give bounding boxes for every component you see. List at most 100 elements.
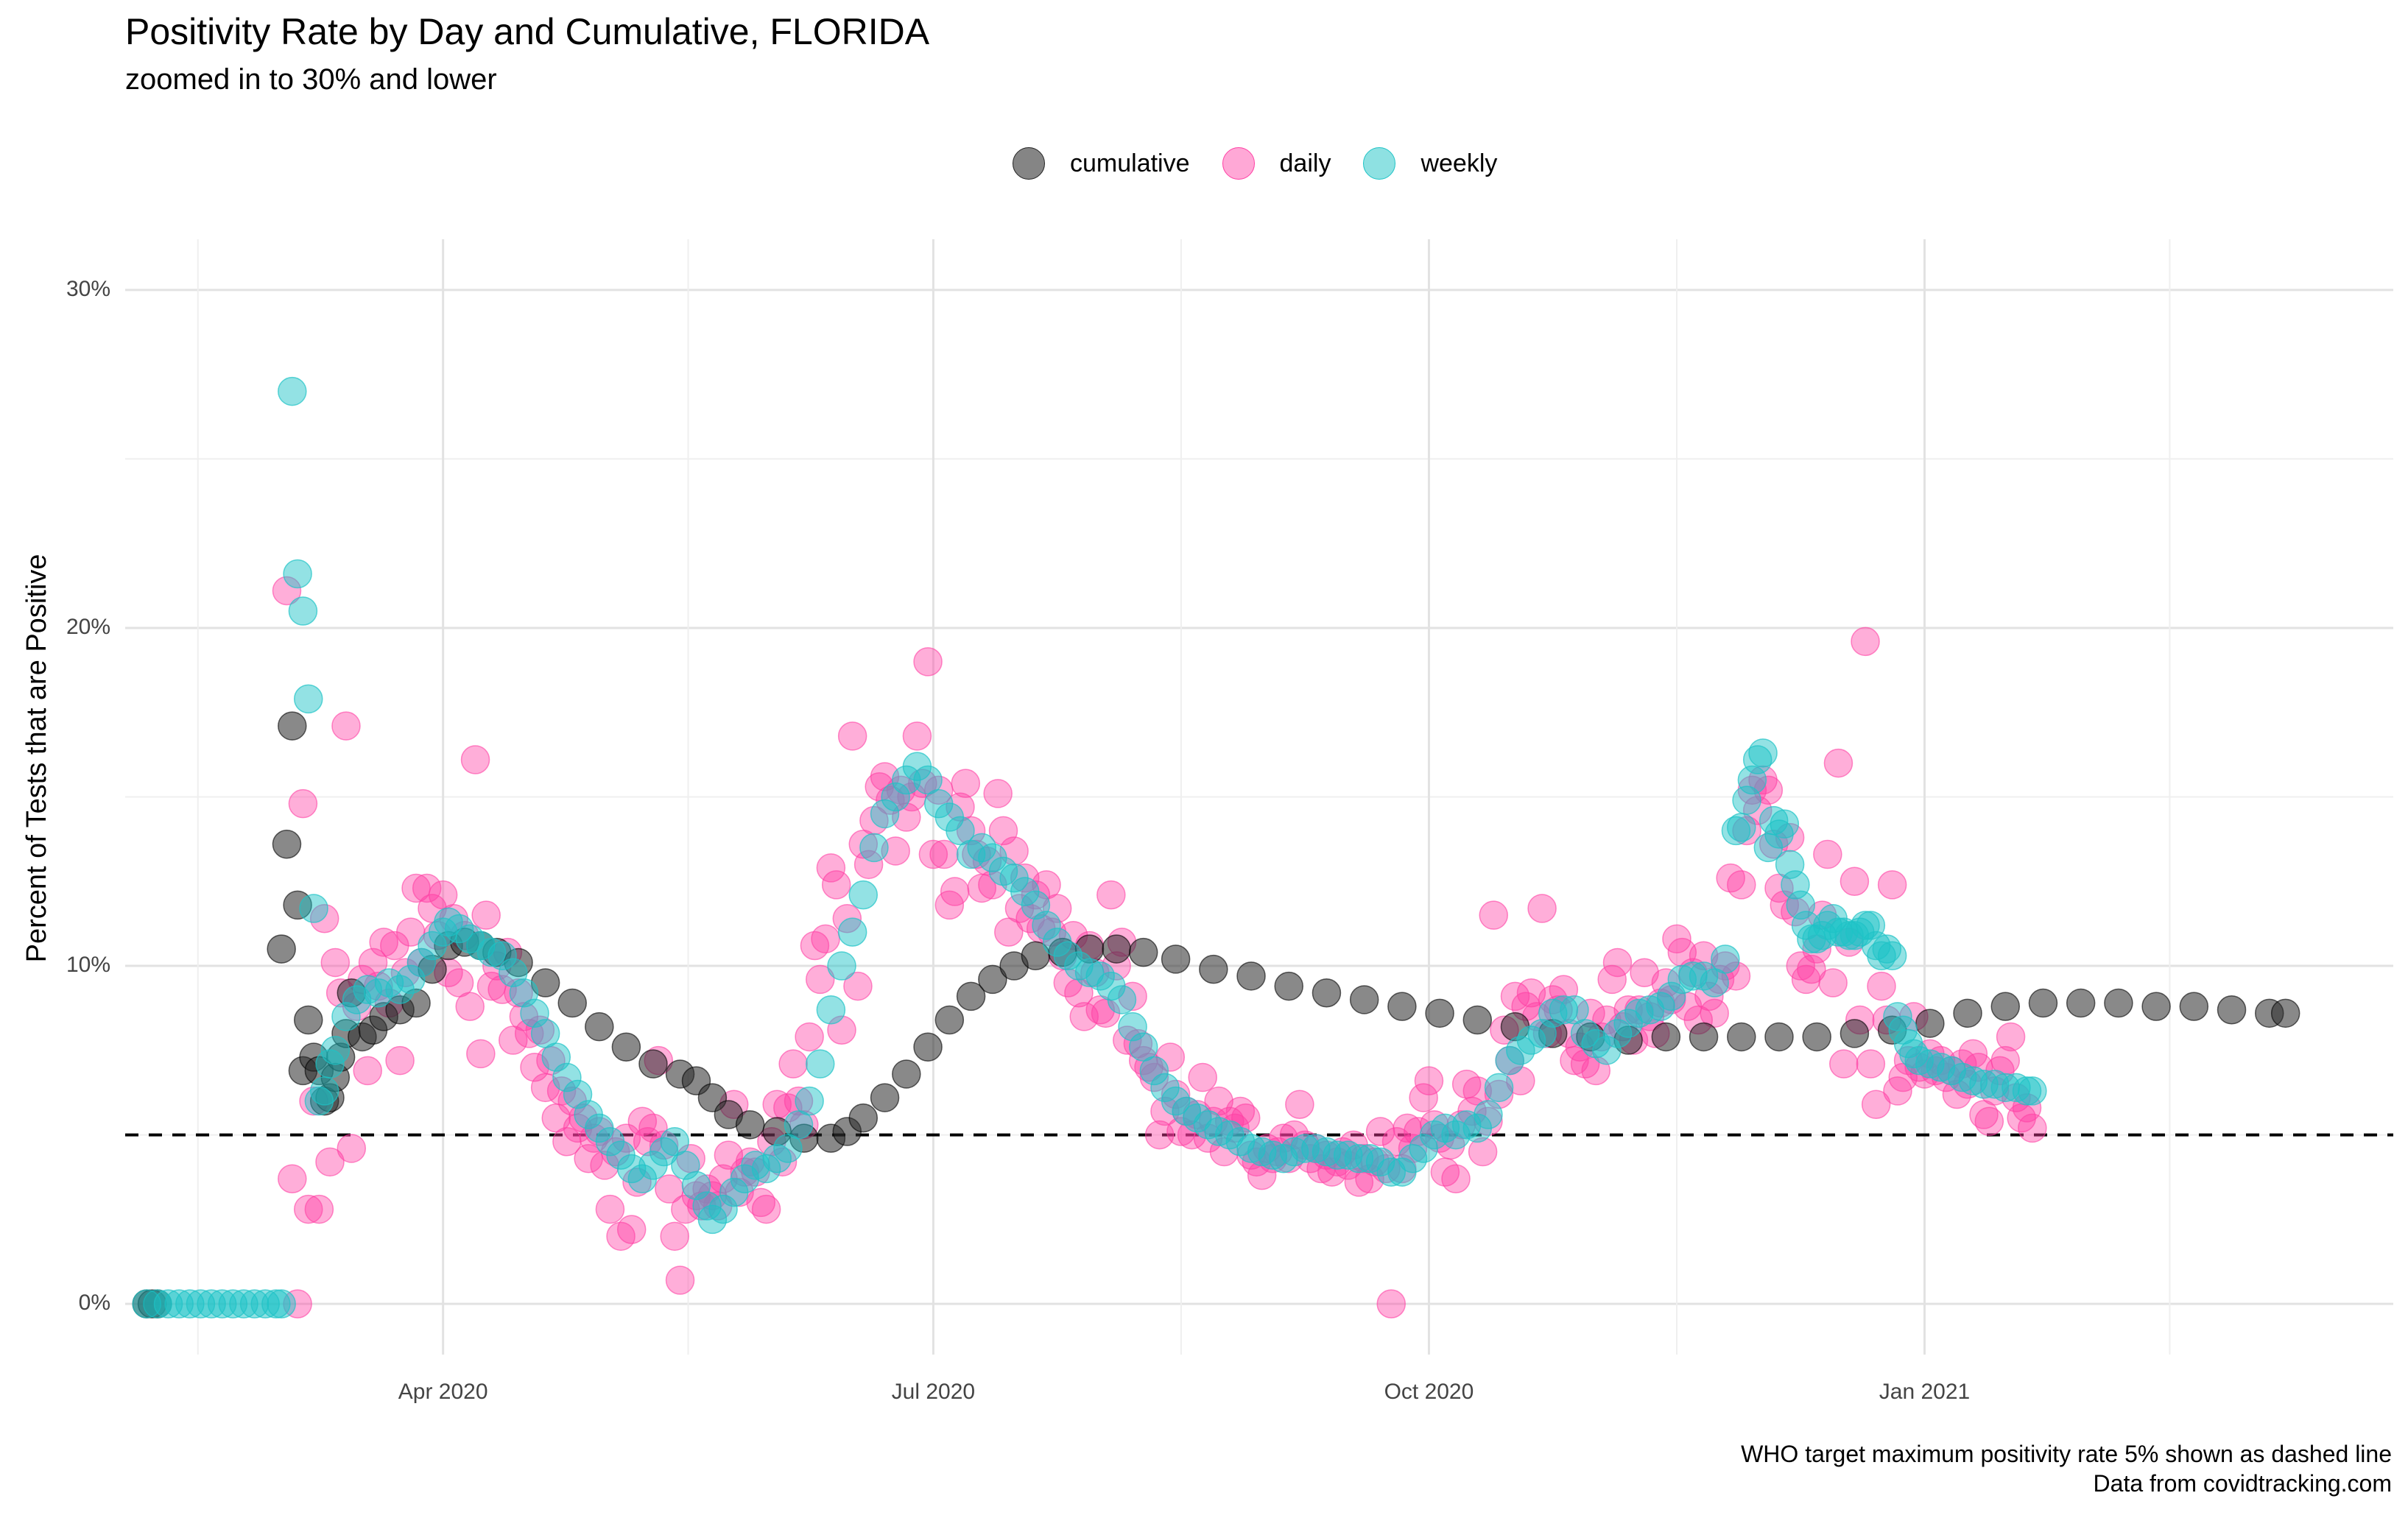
point-daily: [1021, 880, 1051, 910]
point-weekly: [476, 937, 507, 967]
legend-item-daily: daily: [1222, 147, 1331, 180]
point-daily: [395, 917, 426, 947]
point-daily: [853, 850, 884, 880]
point-daily: [337, 1134, 367, 1163]
point-weekly: [1258, 1140, 1288, 1170]
point-cumulative: [611, 1032, 641, 1062]
point-daily: [983, 779, 1013, 808]
point-daily: [283, 1289, 312, 1318]
point-weekly: [616, 1154, 647, 1184]
point-cumulative: [2179, 992, 2209, 1021]
point-weekly: [175, 1289, 205, 1318]
point-daily: [1468, 1137, 1498, 1167]
point-weekly: [406, 947, 437, 978]
point-daily: [1727, 870, 1756, 900]
point-weekly: [293, 684, 323, 714]
point-daily: [1829, 1049, 1859, 1079]
point-daily: [821, 870, 851, 900]
point-cumulative: [1387, 992, 1417, 1021]
x-tick-label: Jan 2021: [1879, 1380, 1970, 1404]
point-weekly: [1877, 941, 1907, 971]
point-weekly: [762, 1143, 792, 1173]
point-weekly: [395, 964, 426, 995]
point-cumulative: [1727, 1022, 1756, 1052]
point-weekly: [1727, 813, 1756, 842]
point-weekly: [250, 1289, 280, 1318]
point-daily: [466, 1039, 496, 1069]
point-daily: [1053, 968, 1083, 998]
point-weekly: [207, 1289, 237, 1318]
legend-key-weekly: [1363, 147, 1396, 180]
point-daily: [1376, 1289, 1406, 1318]
point-weekly: [1893, 1028, 1923, 1059]
point-cumulative: [1128, 937, 1158, 967]
point-cumulative: [504, 947, 533, 978]
point-weekly: [795, 1086, 824, 1116]
point-cumulative: [272, 830, 302, 859]
point-weekly: [132, 1289, 162, 1318]
point-daily: [806, 964, 835, 995]
axis-tick-labels: 0% 10% 20% 30% Apr 2020 Jul 2020 Oct 2020 Jan 2…: [66, 277, 1970, 1404]
point-weekly: [1958, 1066, 1988, 1095]
point-weekly: [1451, 1110, 1482, 1140]
point-daily: [751, 1194, 781, 1224]
point-cumulative: [1349, 985, 1379, 1014]
point-weekly: [1721, 816, 1751, 846]
point-daily: [595, 1194, 625, 1224]
point-daily: [1134, 1053, 1163, 1082]
point-weekly: [859, 833, 889, 863]
point-weekly: [1624, 998, 1654, 1028]
point-weekly: [164, 1289, 194, 1318]
point-cumulative: [530, 968, 560, 998]
point-weekly: [1074, 958, 1105, 987]
point-daily: [315, 1147, 345, 1177]
point-weekly: [1635, 995, 1665, 1025]
point-daily: [1737, 775, 1767, 805]
point-weekly: [320, 1036, 351, 1065]
point-weekly: [1204, 1117, 1233, 1146]
series-daily: [272, 576, 2047, 1318]
point-weekly: [837, 917, 867, 947]
point-cumulative: [585, 1012, 614, 1042]
series-cumulative: [132, 711, 2300, 1318]
caption-line-source: Data from covidtracking.com: [2093, 1470, 2392, 1497]
point-daily: [288, 788, 318, 819]
point-daily: [795, 1022, 824, 1052]
point-weekly: [143, 1289, 172, 1318]
point-weekly: [1333, 1140, 1363, 1170]
point-weekly: [708, 1194, 738, 1224]
point-weekly: [1355, 1143, 1384, 1173]
point-weekly: [364, 978, 393, 1008]
point-daily: [1791, 964, 1821, 995]
point-weekly: [649, 1137, 679, 1167]
point-weekly: [1947, 1062, 1977, 1092]
point-weekly: [1323, 1140, 1352, 1170]
point-cumulative: [870, 1083, 900, 1112]
caption-line-who: WHO target maximum positivity rate 5% sh…: [1741, 1441, 2392, 1467]
point-daily: [1527, 894, 1557, 923]
point-weekly: [1247, 1137, 1277, 1167]
point-daily: [331, 711, 361, 741]
point-daily: [1479, 900, 1508, 930]
point-daily: [1188, 1062, 1217, 1092]
point-daily: [1144, 1120, 1175, 1150]
data-points: [132, 376, 2300, 1318]
point-weekly: [1678, 961, 1708, 991]
point-daily: [1867, 971, 1896, 1001]
point-weekly: [342, 985, 372, 1014]
point-weekly: [229, 1289, 258, 1318]
point-daily: [1721, 961, 1751, 991]
point-weekly: [1495, 1045, 1524, 1076]
point-daily: [1818, 968, 1848, 998]
point-cumulative: [2270, 998, 2300, 1028]
point-daily: [1813, 839, 1842, 869]
x-tick-label: Apr 2020: [398, 1380, 488, 1404]
point-daily: [2018, 1113, 2047, 1143]
point-weekly: [1107, 985, 1137, 1014]
point-weekly: [1032, 911, 1061, 940]
point-cumulative: [1462, 1005, 1493, 1035]
point-daily: [364, 971, 393, 1001]
point-weekly: [1290, 1134, 1320, 1163]
point-cumulative: [2141, 992, 2171, 1021]
point-weekly: [1592, 1036, 1622, 1065]
